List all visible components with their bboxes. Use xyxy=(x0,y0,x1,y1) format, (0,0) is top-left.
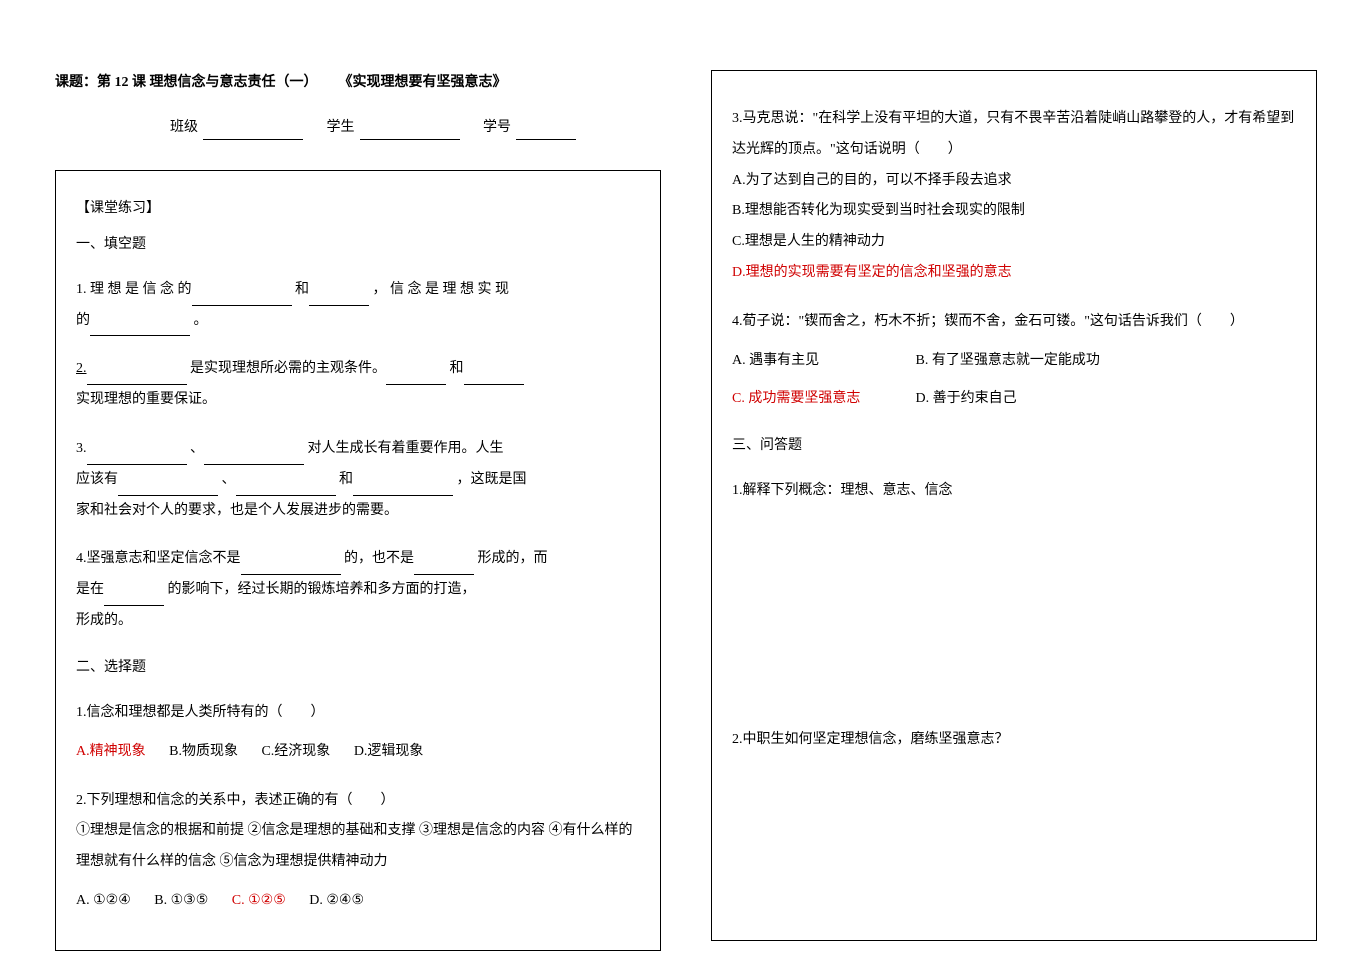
section1-title: 一、填空题 xyxy=(76,232,640,257)
title-main: 理想信念与意志责任（一） xyxy=(150,75,318,90)
fill-q3: 3. 、 对人生成长有着重要作用。人生 应该有 、 和 ，这既是国 家和社会对个… xyxy=(76,434,640,526)
mc2-opt-d: D. ②④⑤ xyxy=(309,893,364,908)
q2-blank1[interactable] xyxy=(87,369,187,385)
student-blank[interactable] xyxy=(360,124,460,140)
mc1-opt-c: C.经济现象 xyxy=(261,744,330,759)
q3-blank2[interactable] xyxy=(204,449,304,465)
q4-blank1[interactable] xyxy=(241,559,341,575)
mc3-opt-d: D.理想的实现需要有坚定的信念和坚强的意志 xyxy=(732,258,1296,289)
student-label: 学生 xyxy=(327,120,355,135)
id-label: 学号 xyxy=(483,120,511,135)
q1-blank3[interactable] xyxy=(90,320,190,336)
q1-blank2[interactable] xyxy=(309,290,369,306)
lesson-title: 课题：第 12 课 理想信念与意志责任（一） 《实现理想要有坚强意志》 xyxy=(55,70,661,95)
mc4-stem: 4.荀子说："锲而舍之，朽木不折；锲而不舍，金石可镂。"这句话告诉我们（ ） xyxy=(732,307,1296,338)
mc-q3: 3.马克思说："在科学上没有平坦的大道，只有不畏辛苦沿着陡峭山路攀登的人，才有希… xyxy=(732,104,1296,289)
id-blank[interactable] xyxy=(516,124,576,140)
mc4-options-row1: A. 遇事有主见 B. 有了坚强意志就一定能成功 xyxy=(732,346,1296,377)
mc-q2: 2.下列理想和信念的关系中，表述正确的有（ ） ①理想是信念的根据和前提 ②信念… xyxy=(76,786,640,917)
mc2-opt-a: A. ①②④ xyxy=(76,893,131,908)
fill-q4: 4.坚强意志和坚定信念不是 的，也不是 形成的，而 是在 的影响下，经过长期的锻… xyxy=(76,544,640,636)
mc1-stem: 1.信念和理想都是人类所特有的（ ） xyxy=(76,698,640,729)
mc2-opt-c: C. ①②⑤ xyxy=(232,893,286,908)
sa-q1: 1.解释下列概念：理想、意志、信念 xyxy=(732,476,1296,707)
right-box: 3.马克思说："在科学上没有平坦的大道，只有不畏辛苦沿着陡峭山路攀登的人，才有希… xyxy=(711,70,1317,941)
sa2-stem: 2.中职生如何坚定理想信念，磨练坚强意志？ xyxy=(732,725,1296,756)
fill-q2: 2. 是实现理想所必需的主观条件。 和 实现理想的重要保证。 xyxy=(76,354,640,416)
q1-blank1[interactable] xyxy=(192,290,292,306)
mc1-options: A.精神现象 B.物质现象 C.经济现象 D.逻辑现象 xyxy=(76,737,640,768)
mc1-opt-b: B.物质现象 xyxy=(169,744,238,759)
sa2-answer-space[interactable] xyxy=(732,756,1296,816)
mc1-opt-a: A.精神现象 xyxy=(76,744,146,759)
mc-q4: 4.荀子说："锲而舍之，朽木不折；锲而不舍，金石可镂。"这句话告诉我们（ ） A… xyxy=(732,307,1296,415)
q2-blank3[interactable] xyxy=(464,369,524,385)
mc-q1: 1.信念和理想都是人类所特有的（ ） A.精神现象 B.物质现象 C.经济现象 … xyxy=(76,698,640,768)
left-column: 课题：第 12 课 理想信念与意志责任（一） 《实现理想要有坚强意志》 班级 学… xyxy=(30,70,686,941)
mc2-detail: ①理想是信念的根据和前提 ②信念是理想的基础和支撑 ③理想是信念的内容 ④有什么… xyxy=(76,816,640,878)
practice-title: 【课堂练习】 xyxy=(76,196,640,221)
q3-blank1[interactable] xyxy=(87,449,187,465)
right-column: 3.马克思说："在科学上没有平坦的大道，只有不畏辛苦沿着陡峭山路攀登的人，才有希… xyxy=(686,70,1342,941)
title-sub: 《实现理想要有坚强意志》 xyxy=(339,75,507,90)
sa1-stem: 1.解释下列概念：理想、意志、信念 xyxy=(732,476,1296,507)
sa1-answer-space[interactable] xyxy=(732,507,1296,707)
practice-box: 【课堂练习】 一、填空题 1. 理 想 是 信 念 的 和 ， 信 念 是 理 … xyxy=(55,170,661,950)
mc4-opt-c: C. 成功需要坚强意志 xyxy=(732,384,892,415)
mc3-opt-a: A.为了达到自己的目的，可以不择手段去追求 xyxy=(732,166,1296,197)
q2-blank2[interactable] xyxy=(386,369,446,385)
mc4-opt-a: A. 遇事有主见 xyxy=(732,346,892,377)
mc4-opt-d: D. 善于约束自己 xyxy=(916,391,1017,406)
q3-blank4[interactable] xyxy=(236,480,336,496)
mc2-opt-b: B. ①③⑤ xyxy=(154,893,208,908)
mc3-stem: 3.马克思说："在科学上没有平坦的大道，只有不畏辛苦沿着陡峭山路攀登的人，才有希… xyxy=(732,104,1296,166)
mc3-opt-c: C.理想是人生的精神动力 xyxy=(732,227,1296,258)
section3-title: 三、问答题 xyxy=(732,433,1296,458)
mc2-stem: 2.下列理想和信念的关系中，表述正确的有（ ） xyxy=(76,786,640,817)
q4-blank3[interactable] xyxy=(104,590,164,606)
q4-blank2[interactable] xyxy=(414,559,474,575)
header-fields: 班级 学生 学号 xyxy=(55,115,661,140)
mc4-options-row2: C. 成功需要坚强意志 D. 善于约束自己 xyxy=(732,384,1296,415)
mc3-opt-b: B.理想能否转化为现实受到当时社会现实的限制 xyxy=(732,196,1296,227)
class-blank[interactable] xyxy=(203,124,303,140)
mc2-options: A. ①②④ B. ①③⑤ C. ①②⑤ D. ②④⑤ xyxy=(76,886,640,917)
mc4-opt-b: B. 有了坚强意志就一定能成功 xyxy=(916,353,1100,368)
q3-blank3[interactable] xyxy=(118,480,218,496)
fill-q1: 1. 理 想 是 信 念 的 和 ， 信 念 是 理 想 实 现 的 。 xyxy=(76,275,640,337)
title-prefix: 课题：第 12 课 xyxy=(55,75,146,90)
class-label: 班级 xyxy=(170,120,198,135)
q3-blank5[interactable] xyxy=(353,480,453,496)
sa-q2: 2.中职生如何坚定理想信念，磨练坚强意志？ xyxy=(732,725,1296,816)
mc1-opt-d: D.逻辑现象 xyxy=(354,744,424,759)
section2-title: 二、选择题 xyxy=(76,655,640,680)
